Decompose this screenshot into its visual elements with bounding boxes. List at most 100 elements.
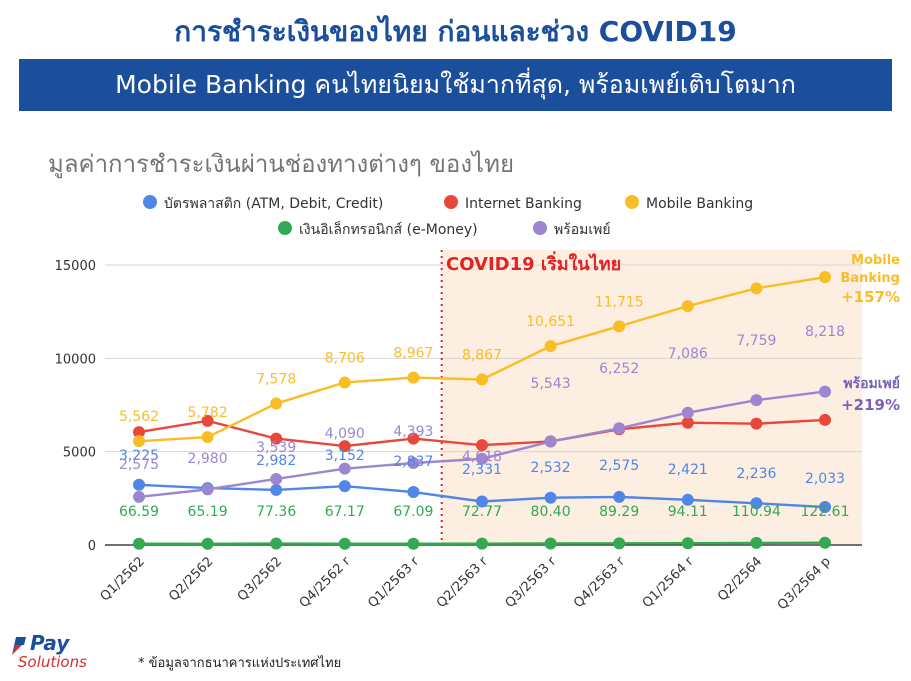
legend-label-emoney: เงินอิเล็กทรอนิกส์ (e-Money): [299, 220, 478, 238]
data-label-emoney: 110.94: [732, 504, 781, 520]
legend-label-cards: บัตรพลาสติก (ATM, Debit, Credit): [164, 196, 383, 212]
data-point-promptpay: [681, 406, 694, 419]
y-tick-label: 0: [88, 539, 96, 554]
data-label-promptpay: 3,539: [256, 440, 296, 456]
x-tick-label: Q3/2563 r: [503, 554, 560, 611]
data-point-emoney: [133, 537, 145, 550]
data-label-cards: 2,033: [805, 471, 845, 487]
data-point-promptpay: [338, 462, 351, 475]
legend-marker-promptpay: [533, 221, 547, 235]
annotation-promptpay-note-1: พร้อมเพย์: [843, 375, 900, 392]
data-label-mobile: 8,867: [462, 347, 502, 363]
data-label-mobile: 10,651: [526, 314, 575, 330]
legend-label-mobile: Mobile Banking: [646, 196, 753, 212]
data-point-emoney: [544, 537, 557, 550]
x-tick-label: Q3/2562: [235, 554, 285, 604]
data-point-mobile: [338, 376, 351, 389]
x-tick-label: Q4/2563 r: [571, 554, 628, 611]
data-point-emoney: [201, 537, 214, 550]
data-label-promptpay: 6,252: [599, 361, 639, 377]
x-tick-label: Q2/2564: [715, 554, 765, 604]
x-tick-label: Q2/2562: [166, 554, 216, 604]
logo-word-pay: Pay: [30, 631, 70, 655]
data-point-cards: [407, 486, 420, 499]
x-tick-label: Q4/2562 r: [297, 554, 354, 611]
subtitle-banner: Mobile Banking คนไทยนิยมใช้มากที่สุด, พร…: [19, 59, 892, 111]
data-label-cards: 2,575: [599, 458, 639, 474]
subtitle-text: Mobile Banking คนไทยนิยมใช้มากที่สุด, พร…: [115, 70, 796, 99]
data-label-mobile: 8,706: [325, 350, 365, 366]
data-point-mobile: [201, 431, 214, 444]
data-point-internet: [819, 413, 831, 426]
data-label-promptpay: 8,218: [805, 324, 845, 340]
source-note: * ข้อมูลจากธนาคารแห่งประเทศไทย: [138, 656, 342, 671]
data-point-cards: [681, 493, 694, 506]
data-label-mobile: 11,715: [595, 294, 644, 310]
data-point-cards: [338, 480, 351, 493]
data-point-internet: [750, 417, 763, 430]
data-label-mobile: 5,562: [119, 409, 159, 425]
data-point-promptpay: [476, 452, 488, 465]
logo-mark-icon: [12, 637, 26, 655]
data-label-emoney: 89.29: [599, 504, 639, 520]
annotation-promptpay-note-2: +219%: [841, 396, 900, 414]
data-point-cards: [133, 478, 145, 491]
page-title: การชำระเงินของไทย ก่อนและช่วง COVID19: [174, 15, 737, 48]
data-label-promptpay: 5,543: [531, 376, 571, 392]
data-point-mobile: [407, 371, 420, 384]
data-point-mobile: [681, 300, 694, 313]
legend-label-promptpay: พร้อมเพย์: [554, 221, 611, 238]
data-point-cards: [476, 495, 488, 508]
legend-label-internet: Internet Banking: [465, 196, 582, 212]
data-point-emoney: [750, 536, 763, 549]
data-point-internet: [681, 416, 694, 429]
x-tick-label: Q1/2564 r: [640, 554, 697, 611]
legend-marker-cards: [143, 195, 157, 209]
data-point-promptpay: [613, 422, 626, 435]
data-label-emoney: 67.17: [325, 504, 365, 520]
data-point-emoney: [338, 537, 351, 550]
data-point-promptpay: [544, 435, 557, 448]
data-point-cards: [613, 490, 626, 503]
data-point-promptpay: [819, 385, 831, 398]
data-label-cards: 2,837: [393, 454, 433, 470]
data-point-emoney: [407, 537, 420, 550]
data-point-cards: [270, 483, 283, 496]
data-point-mobile: [476, 373, 488, 386]
data-label-promptpay: 2,575: [119, 457, 159, 473]
data-point-emoney: [476, 537, 488, 550]
data-label-emoney: 77.36: [256, 504, 296, 520]
data-label-mobile: 7,578: [256, 372, 296, 388]
legend-marker-internet: [444, 195, 458, 209]
data-point-promptpay: [750, 394, 763, 407]
covid-shaded-region: [441, 250, 862, 545]
data-label-cards: 3,225: [119, 448, 159, 464]
data-point-internet: [338, 440, 351, 453]
legend-marker-emoney: [278, 221, 292, 235]
data-label-promptpay: 7,086: [668, 346, 708, 362]
data-label-emoney: 65.19: [188, 504, 228, 520]
data-point-promptpay: [270, 472, 283, 485]
annotation-mobile-note-1: Mobile: [851, 253, 900, 268]
data-label-promptpay: 7,759: [736, 333, 776, 349]
covid-label: COVID19 เริ่มในไทย: [446, 251, 621, 275]
data-point-internet: [476, 439, 488, 452]
data-label-emoney: 122.61: [801, 504, 850, 520]
data-point-promptpay: [133, 490, 145, 503]
legend-marker-mobile: [625, 195, 639, 209]
data-point-internet: [270, 432, 283, 445]
data-label-emoney: 67.09: [393, 504, 433, 520]
data-point-internet: [407, 432, 420, 445]
data-point-cards: [750, 497, 763, 510]
x-tick-label: Q2/2563 r: [434, 554, 491, 611]
x-tick-label: Q1/2563 r: [365, 554, 422, 611]
data-point-cards: [544, 491, 557, 504]
data-point-mobile: [819, 271, 831, 284]
data-label-cards: 3,152: [325, 448, 365, 464]
data-label-cards: 2,236: [736, 466, 776, 482]
data-label-cards: 2,421: [668, 462, 708, 478]
data-point-emoney: [613, 537, 626, 550]
data-point-emoney: [681, 537, 694, 550]
data-label-cards: 2,331: [462, 462, 502, 478]
x-tick-label: Q1/2562: [98, 554, 148, 604]
